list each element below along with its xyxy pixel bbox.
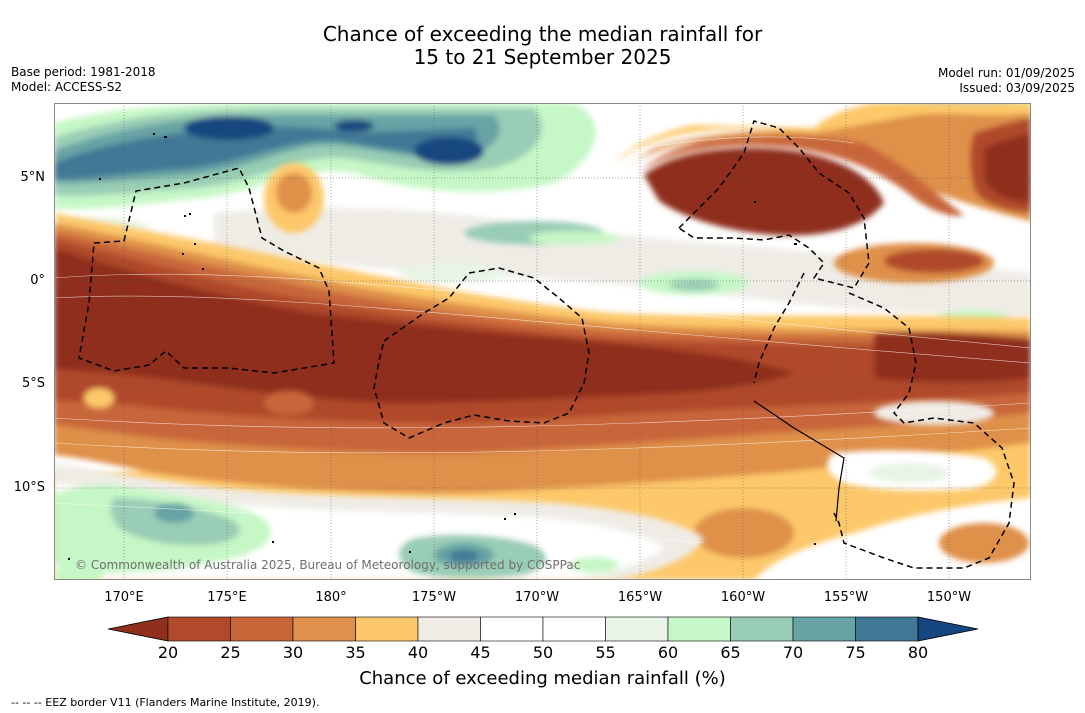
colorbar-cell (292, 616, 356, 642)
meta-right: Model run: 01/09/2025 Issued: 03/09/2025 (938, 66, 1075, 96)
colorbar-tick-label: 30 (282, 643, 304, 662)
colorbar-cell (230, 616, 294, 642)
lon-label-175w: 175°W (411, 590, 457, 605)
colorbar-tick-label: 70 (782, 643, 804, 662)
map-title-line2: 15 to 21 September 2025 (413, 45, 672, 69)
meta-left: Base period: 1981-2018 Model: ACCESS-S2 (11, 65, 156, 95)
colorbar-cell (167, 616, 231, 642)
lat-label-10s: 10°S (13, 480, 45, 495)
lon-label-175e: 175°E (207, 590, 247, 605)
copyright-notice: © Commonwealth of Australia 2025, Bureau… (75, 558, 581, 572)
lon-label-165w: 165°W (617, 590, 663, 605)
contour-lines (54, 136, 1031, 544)
lon-label-170e: 170°E (104, 590, 144, 605)
lat-label-0: 0° (30, 273, 45, 288)
wet-region-south (54, 401, 997, 580)
colorbar-cell (855, 616, 919, 642)
colorbar-tick-label: 20 (157, 643, 179, 662)
graticule (54, 103, 1031, 580)
dry-region-northeast (264, 103, 1031, 283)
issued-date: Issued: 03/09/2025 (959, 81, 1075, 95)
lon-label-150w: 150°W (926, 590, 972, 605)
colorbar-tick-label: 75 (845, 643, 866, 662)
eez-border-solid (753, 400, 845, 522)
eez-borders (78, 120, 1015, 569)
eez-footnote: -- -- -- EEZ border V11 (Flanders Marine… (11, 696, 320, 709)
colorbar-cells (108, 616, 978, 642)
colorbar-tick-label: 50 (532, 643, 554, 662)
rainfall-map (54, 103, 1031, 580)
colorbar-extend-low (108, 616, 169, 642)
colorbar (108, 616, 978, 642)
lon-label-180: 180° (315, 590, 347, 605)
map-title-line1: Chance of exceeding the median rainfall … (322, 22, 763, 46)
lon-label-155w: 155°W (823, 590, 869, 605)
islands (68, 133, 816, 560)
lon-label-160w: 160°W (720, 590, 766, 605)
colorbar-cell (605, 616, 669, 642)
colorbar-tick-label: 65 (720, 643, 741, 662)
colorbar-cell (480, 616, 544, 642)
colorbar-cell (542, 616, 606, 642)
lat-label-5n: 5°N (20, 170, 46, 185)
lat-label-5s: 5°S (21, 376, 45, 391)
colorbar-tick-label: 80 (907, 643, 929, 662)
model-name: Model: ACCESS-S2 (11, 80, 123, 94)
colorbar-label: Chance of exceeding median rainfall (%) (359, 668, 726, 689)
lon-label-170w: 170°W (514, 590, 560, 605)
colorbar-tick-label: 45 (470, 643, 491, 662)
colorbar-cell (667, 616, 731, 642)
colorbar-extend-high (917, 616, 978, 642)
colorbar-tick-label: 40 (407, 643, 429, 662)
colorbar-tick-label: 60 (657, 643, 679, 662)
colorbar-tick-label: 35 (345, 643, 366, 662)
model-run: Model run: 01/09/2025 (937, 66, 1075, 80)
colorbar-tick-label: 55 (595, 643, 616, 662)
colorbar-tick-label: 25 (220, 643, 241, 662)
colorbar-cell (792, 616, 856, 642)
map-canvas (54, 103, 1031, 580)
colorbar-cell (417, 616, 481, 642)
colorbar-cell (730, 616, 794, 642)
base-period: Base period: 1981-2018 (11, 65, 156, 79)
colorbar-cell (355, 616, 419, 642)
